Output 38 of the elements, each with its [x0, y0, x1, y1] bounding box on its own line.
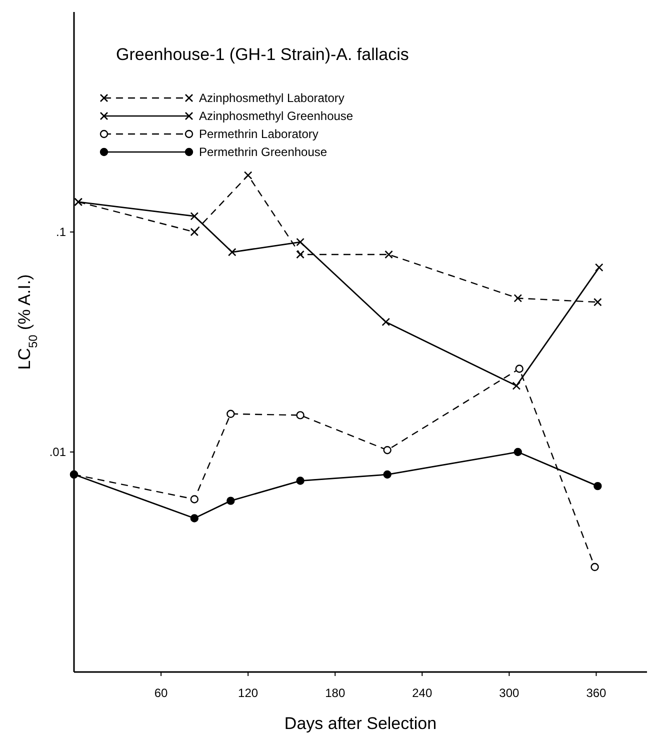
x-tick-label: 180: [325, 686, 346, 700]
point: [226, 496, 235, 505]
point: [594, 263, 604, 272]
point: [594, 298, 602, 306]
legend-label: Permethrin Greenhouse: [199, 145, 328, 160]
point: [228, 248, 236, 256]
point: [515, 364, 524, 373]
x-tick-label: 240: [412, 686, 432, 700]
x-tick-label: 360: [586, 686, 607, 700]
legend-label: Azinphosmethyl Laboratory: [199, 91, 344, 106]
point: [190, 495, 199, 504]
point: [190, 228, 199, 236]
point: [226, 410, 235, 418]
point: [296, 238, 304, 246]
y-tick-label: .1: [56, 225, 66, 240]
y-tick-label: .01: [49, 445, 66, 460]
point: [382, 318, 390, 326]
point: [296, 250, 304, 259]
point: [190, 514, 199, 522]
point: [190, 212, 199, 220]
point: [384, 250, 393, 259]
point: [383, 470, 392, 479]
x-tick-label: 60: [154, 686, 168, 700]
text: Greenhouse-1 (GH-1 Strain)-A. fallacis: [116, 45, 409, 64]
point: [383, 446, 392, 454]
point: [514, 294, 522, 302]
legend-label: Azinphosmethyl Greenhouse: [199, 109, 354, 124]
point: [514, 448, 522, 456]
point: [296, 411, 304, 420]
point: [512, 382, 521, 390]
x-axis-title: Days after Selection: [284, 714, 437, 733]
point: [296, 476, 304, 485]
x-tick-label: 300: [499, 686, 520, 700]
x-tick-label: 120: [238, 686, 258, 700]
point: [594, 482, 602, 490]
legend-label: Permethrin Laboratory: [199, 127, 318, 142]
point: [244, 171, 252, 180]
point: [590, 562, 599, 572]
